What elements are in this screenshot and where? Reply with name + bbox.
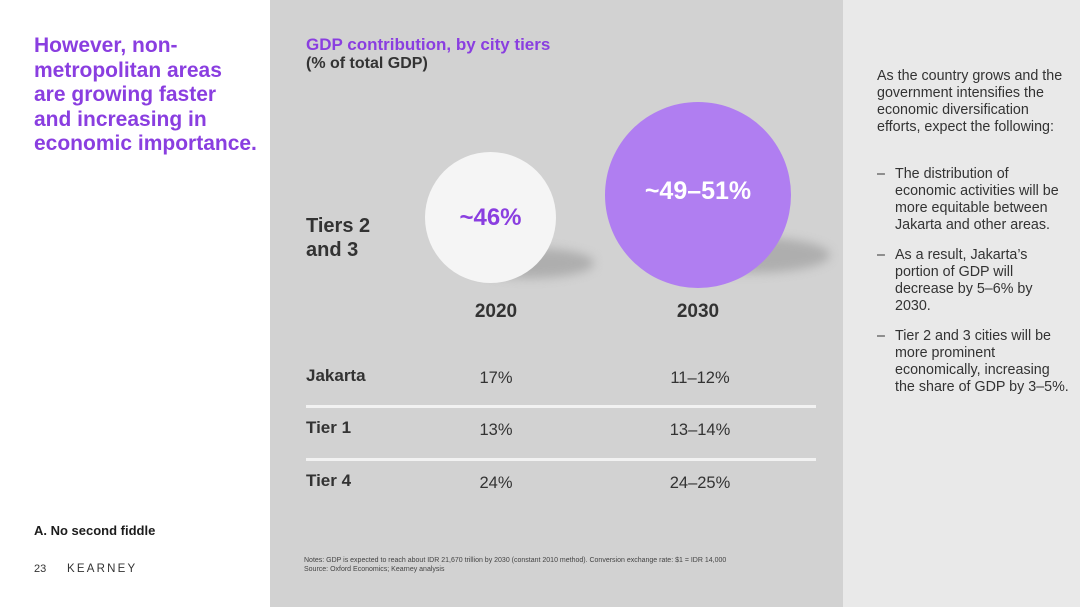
list-item: – The distribution of economic activitie… <box>877 166 1072 234</box>
list-item: – As a result, Jakarta’s portion of GDP … <box>877 247 1072 315</box>
cell-tier1-2030: 13–14% <box>669 421 731 439</box>
bubble-2030: ~49–51% <box>605 102 791 288</box>
table-row: Jakarta 17% 11–12% <box>306 366 816 396</box>
bullet-text: Tier 2 and 3 cities will be more promine… <box>895 328 1069 395</box>
row-divider <box>306 458 816 461</box>
dash-bullet-marker: – <box>877 247 885 263</box>
chart-panel: GDP contribution, by city tiers (% of to… <box>270 0 843 607</box>
year-header-2030: 2030 <box>676 301 720 322</box>
cell-tier1-2020: 13% <box>479 421 513 439</box>
chart-subtitle: (% of total GDP) <box>306 55 428 72</box>
cell-tier4-2020: 24% <box>479 474 513 492</box>
table-row: Tier 1 13% 13–14% <box>306 418 816 448</box>
bubble-2030-value: ~49–51% <box>644 176 752 205</box>
bubble-2020: ~46% <box>425 152 556 283</box>
row-divider <box>306 405 816 408</box>
bullet-text: The distribution of economic activities … <box>895 166 1059 233</box>
brand-logo-text: KEARNEY <box>67 563 138 575</box>
cell-tier4-2030: 24–25% <box>669 474 731 492</box>
left-panel: However, non-metropolitan areas are grow… <box>0 0 270 607</box>
row-label-tier1: Tier 1 <box>306 418 352 437</box>
table-row: Tier 4 24% 24–25% <box>306 471 816 501</box>
dash-bullet-marker: – <box>877 166 885 182</box>
row-label-tier4: Tier 4 <box>306 471 352 490</box>
section-label: A. No second fiddle <box>34 523 156 538</box>
bullet-list: – The distribution of economic activitie… <box>877 166 1072 409</box>
bubble-2020-value: ~46% <box>459 203 522 231</box>
chart-title: GDP contribution, by city tiers <box>306 35 551 54</box>
tiers-2-3-label: Tiers 2 and 3 <box>306 214 370 262</box>
chart-notes: Notes: GDP is expected to reach about ID… <box>304 556 726 574</box>
source-text: Source: Oxford Economics; Kearney analys… <box>304 566 445 573</box>
slide-headline: However, non-metropolitan areas are grow… <box>34 34 257 155</box>
cell-jakarta-2020: 17% <box>479 369 513 387</box>
intro-text: As the country grows and the government … <box>877 68 1063 135</box>
tiers-label-line1: Tiers 2 <box>306 215 371 237</box>
list-item: – Tier 2 and 3 cities will be more promi… <box>877 328 1072 396</box>
notes-text: Notes: GDP is expected to reach about ID… <box>304 557 727 564</box>
bullet-text: As a result, Jakarta’s portion of GDP wi… <box>895 247 1033 314</box>
tiers-label-line2: and 3 <box>306 239 359 261</box>
row-label-jakarta: Jakarta <box>306 366 366 385</box>
year-header-2020: 2020 <box>474 301 518 322</box>
right-panel: As the country grows and the government … <box>843 0 1080 607</box>
cell-jakarta-2030: 11–12% <box>670 369 730 387</box>
page-number: 23 <box>34 563 47 575</box>
dash-bullet-marker: – <box>877 328 885 344</box>
